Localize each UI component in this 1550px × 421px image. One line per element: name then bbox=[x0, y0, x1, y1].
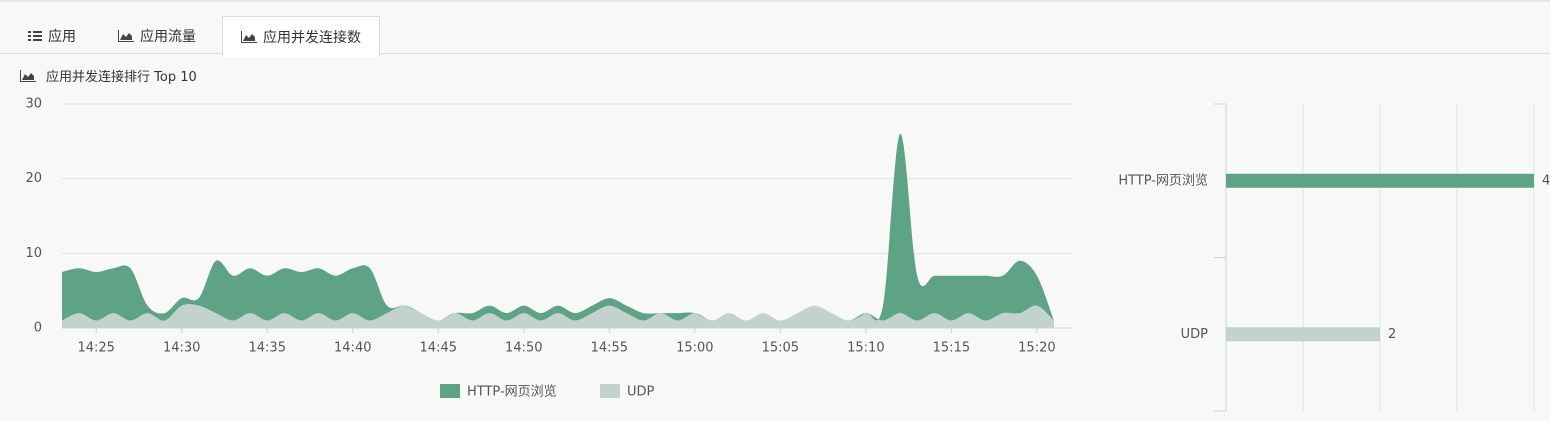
legend-label: UDP bbox=[627, 385, 655, 400]
bar bbox=[1226, 173, 1534, 188]
y-tick-label: HTTP-网页浏览 bbox=[1118, 172, 1208, 188]
x-tick-label: 15:20 bbox=[1018, 341, 1055, 356]
tab-label: 应用 bbox=[48, 29, 76, 45]
tab-label: 应用并发连接数 bbox=[263, 29, 361, 46]
tab-label: 应用流量 bbox=[140, 29, 196, 45]
x-tick-label: 14:55 bbox=[591, 341, 628, 356]
x-tick-label: 14:30 bbox=[163, 341, 200, 356]
tab[interactable]: 应用并发连接数 bbox=[222, 16, 380, 57]
tab-bar: 应用 应用流量 应用并发连接数 bbox=[0, 0, 1550, 57]
data-label: 2 bbox=[1388, 327, 1396, 342]
legend-swatch bbox=[440, 384, 460, 398]
x-tick-label: 15:15 bbox=[933, 341, 970, 356]
bar bbox=[1226, 327, 1380, 342]
legend-swatch bbox=[600, 384, 620, 398]
area bbox=[62, 304, 1054, 328]
x-tick-label: 14:35 bbox=[249, 341, 286, 356]
area-icon bbox=[241, 30, 257, 43]
x-tick-label: 14:40 bbox=[334, 341, 371, 356]
x-tick-label: 14:25 bbox=[77, 341, 114, 356]
tab[interactable]: 应用 bbox=[10, 16, 94, 56]
y-tick-label: 0 bbox=[34, 321, 42, 336]
legend-label: HTTP-网页浏览 bbox=[467, 384, 557, 400]
y-tick-label: UDP bbox=[1181, 327, 1209, 342]
y-tick-label: 20 bbox=[25, 171, 42, 186]
area-icon bbox=[20, 69, 36, 82]
x-tick-label: 14:50 bbox=[505, 341, 542, 356]
list-icon bbox=[28, 31, 42, 41]
x-tick-label: 15:00 bbox=[676, 341, 713, 356]
section-header: 应用并发连接排行 Top 10 bbox=[20, 66, 197, 85]
y-tick-label: 30 bbox=[25, 97, 42, 112]
x-tick-label: 15:05 bbox=[762, 341, 799, 356]
area-icon bbox=[118, 30, 134, 42]
y-tick-label: 10 bbox=[25, 246, 42, 261]
section-title: 应用并发连接排行 Top 10 bbox=[46, 70, 197, 85]
area bbox=[62, 133, 1054, 321]
tab[interactable]: 应用流量 bbox=[100, 16, 214, 56]
data-label: 4 bbox=[1542, 173, 1550, 188]
x-tick-label: 15:10 bbox=[847, 341, 884, 356]
x-tick-label: 14:45 bbox=[420, 341, 457, 356]
